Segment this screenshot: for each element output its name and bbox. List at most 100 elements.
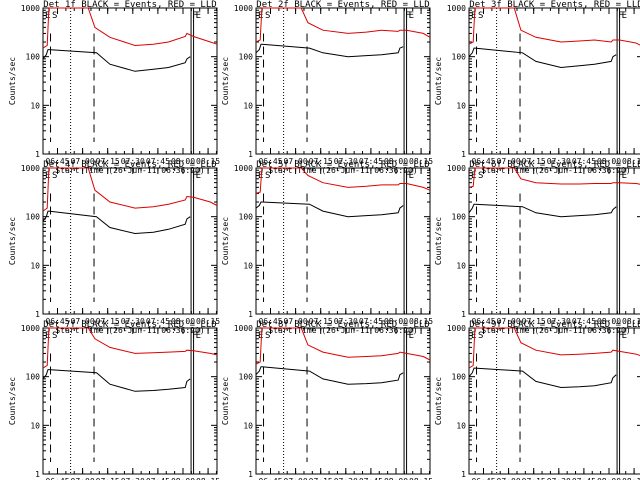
events-series-line — [42, 369, 191, 392]
y-tick-label: 1 — [461, 470, 466, 479]
x-tick-label: 08:00 — [171, 477, 195, 480]
events-series-line — [468, 203, 617, 218]
lld-series-line — [468, 167, 640, 188]
x-tick-label: 07:00 — [497, 317, 521, 326]
x-tick-label: 06:45 — [258, 157, 282, 166]
x-tick-label: 08:00 — [597, 317, 621, 326]
x-tick-label: 08:00 — [384, 477, 408, 480]
marker-label-start-e: E — [471, 331, 476, 341]
marker-label-end-e: E — [409, 171, 414, 181]
x-tick-label: 06:45 — [45, 317, 69, 326]
x-tick-label: 06:45 — [258, 477, 282, 480]
panel-title: Det 6f BLACK = Events, RED = LLD — [469, 160, 640, 170]
x-tick-label: 08:15 — [196, 477, 220, 480]
detector-panel-4: Det 4f BLACK = Events, RED = LLD 1 10 100 10… — [8, 160, 220, 335]
panel-title: Det 7f BLACK = Events, RED = LLD — [43, 320, 216, 330]
marker-label-end-f: F — [618, 331, 623, 341]
marker-label-end-f: F — [405, 171, 410, 181]
marker-label-end-e: E — [622, 331, 627, 341]
plot-frame — [42, 7, 218, 155]
y-tick-label: 100 — [26, 213, 41, 222]
y-tick-label: 1 — [248, 470, 253, 479]
y-tick-label: 1 — [35, 150, 40, 159]
detector-panel-7: Det 7f BLACK = Events, RED = LLD 1 10 100 10… — [8, 320, 220, 480]
y-tick-label: 100 — [239, 53, 254, 62]
x-tick-label: 07:30 — [334, 317, 358, 326]
detector-panel-1: Det 1f BLACK = Events, RED = LLD 1 10 100 10… — [8, 0, 220, 175]
panel-title: Det 4f BLACK = Events, RED = LLD — [43, 160, 216, 170]
y-tick-label: 1000 — [447, 4, 466, 13]
x-tick-label: 08:00 — [597, 157, 621, 166]
y-tick-label: 100 — [452, 213, 467, 222]
y-tick-label: 100 — [452, 53, 467, 62]
marker-label-end-f: F — [405, 331, 410, 341]
marker-label-start-s: S — [52, 171, 57, 181]
y-tick-label: 10 — [456, 261, 466, 270]
x-tick-label: 08:00 — [597, 477, 621, 480]
detector-panel-2: Det 2f BLACK = Events, RED = LLD 1 10 100 10… — [221, 0, 433, 175]
x-tick-label: 08:00 — [384, 157, 408, 166]
x-tick-label: 07:15 — [96, 157, 120, 166]
marker-label-start-s: S — [478, 331, 483, 341]
y-axis-label: Counts/sec — [434, 57, 443, 105]
y-tick-label: 10 — [243, 101, 253, 110]
y-tick-label: 1 — [35, 470, 40, 479]
marker-label-start-e: E — [258, 331, 263, 341]
marker-label-start-e: E — [45, 331, 50, 341]
x-axis-label: Start Time (26-Jun-11 06:36:20) — [55, 326, 204, 335]
y-axis-label: Counts/sec — [221, 377, 230, 425]
x-tick-label: 08:00 — [171, 317, 195, 326]
marker-label-start-s: S — [478, 171, 483, 181]
marker-label-start-e: E — [45, 171, 50, 181]
x-tick-label: 08:15 — [409, 157, 433, 166]
plot-frame — [468, 167, 640, 315]
panel-title: Det 2f BLACK = Events, RED = LLD — [256, 0, 429, 10]
x-axis-label: Start Time (26-Jun-11 06:36:20) — [268, 166, 417, 175]
x-tick-label: 07:15 — [96, 317, 120, 326]
y-axis-label: Counts/sec — [8, 377, 17, 425]
events-series-line — [255, 43, 404, 58]
plot-frame — [42, 167, 218, 315]
x-tick-label: 07:45 — [146, 317, 170, 326]
lld-series-line — [255, 327, 431, 365]
x-tick-label: 07:45 — [359, 157, 383, 166]
x-tick-label: 07:15 — [309, 317, 333, 326]
y-tick-label: 1000 — [234, 164, 253, 173]
marker-label-end-f: F — [192, 171, 197, 181]
y-tick-label: 1000 — [234, 324, 253, 333]
x-tick-label: 07:00 — [284, 477, 308, 480]
x-tick-label: 08:00 — [384, 317, 408, 326]
events-series-line — [42, 49, 191, 72]
marker-label-end-e: E — [196, 331, 201, 341]
marker-label-end-f: F — [405, 11, 410, 21]
events-series-line — [468, 47, 617, 69]
x-tick-label: 07:00 — [284, 317, 308, 326]
x-tick-label: 07:00 — [71, 477, 95, 480]
detector-panel-9: Det 9f BLACK = Events, RED = LLD 1 10 100 10… — [434, 320, 640, 480]
x-tick-label: 07:00 — [497, 157, 521, 166]
y-tick-label: 100 — [239, 373, 254, 382]
marker-label-start-s: S — [265, 171, 270, 181]
y-tick-label: 1 — [248, 310, 253, 319]
y-tick-label: 1 — [461, 150, 466, 159]
marker-label-end-f: F — [192, 331, 197, 341]
plot-frame — [255, 7, 431, 155]
x-tick-label: 07:30 — [547, 157, 571, 166]
x-tick-label: 07:30 — [121, 477, 145, 480]
marker-label-start-s: S — [265, 11, 270, 21]
x-tick-label: 08:15 — [409, 317, 433, 326]
x-tick-label: 07:00 — [497, 477, 521, 480]
y-tick-label: 10 — [243, 261, 253, 270]
marker-label-end-f: F — [618, 11, 623, 21]
panel-title: Det 1f BLACK = Events, RED = LLD — [43, 0, 216, 10]
y-tick-label: 10 — [456, 101, 466, 110]
x-tick-label: 07:15 — [522, 317, 546, 326]
lld-series-line — [255, 167, 431, 194]
y-tick-label: 1000 — [447, 324, 466, 333]
plot-frame — [468, 7, 640, 155]
y-tick-label: 100 — [452, 373, 467, 382]
events-series-line — [255, 201, 404, 218]
x-tick-label: 06:45 — [471, 317, 495, 326]
x-tick-label: 07:30 — [547, 317, 571, 326]
y-tick-label: 1000 — [21, 324, 40, 333]
